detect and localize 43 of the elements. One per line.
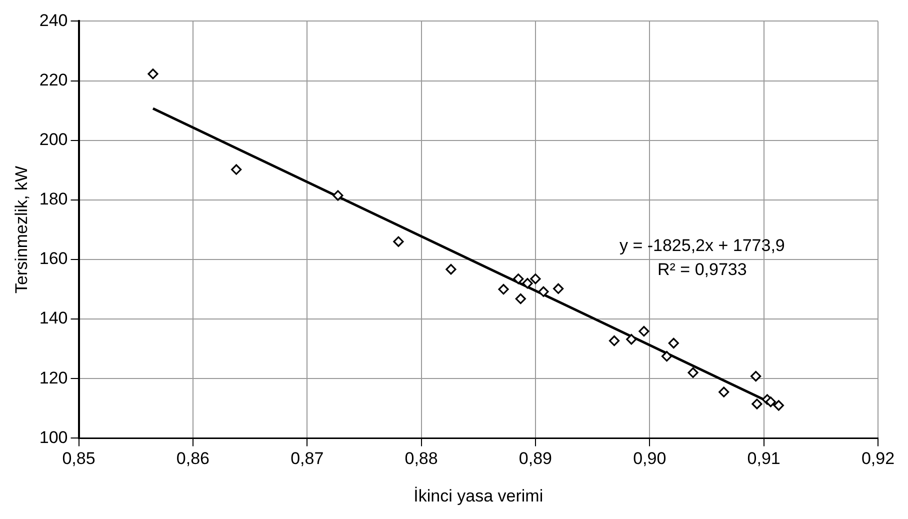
point bbox=[752, 398, 762, 410]
x-tick-label: 0,92 bbox=[861, 449, 895, 468]
y-tick-label: 140 bbox=[39, 308, 68, 328]
x-tick-label: 0,85 bbox=[62, 449, 96, 468]
y-axis-title: Tersinmezlik, kW bbox=[12, 166, 31, 294]
point bbox=[538, 286, 549, 297]
y-tick-label: 240 bbox=[39, 10, 68, 30]
annotation: y = -1825,2x + 1773,9 bbox=[619, 236, 785, 256]
point bbox=[773, 400, 784, 411]
y-tick-label: 100 bbox=[39, 428, 68, 447]
point bbox=[661, 350, 672, 362]
point bbox=[638, 326, 650, 337]
x-axis-title: İkinci yasa verimi bbox=[414, 486, 544, 506]
point bbox=[332, 190, 344, 201]
point bbox=[515, 294, 526, 304]
point bbox=[626, 334, 637, 345]
point bbox=[148, 68, 158, 80]
point bbox=[688, 367, 698, 378]
point bbox=[750, 370, 762, 382]
point bbox=[530, 274, 541, 284]
point bbox=[718, 386, 730, 398]
x-tick-label: 0,89 bbox=[518, 449, 552, 468]
point bbox=[498, 284, 509, 295]
y-tick-label: 120 bbox=[39, 368, 68, 388]
annotation: R² = 0,9733 bbox=[658, 260, 747, 280]
point bbox=[393, 236, 404, 247]
point bbox=[668, 338, 679, 348]
x-tick-label: 0,86 bbox=[176, 449, 210, 468]
point bbox=[231, 164, 242, 175]
y-tick-label: 160 bbox=[39, 249, 68, 268]
x-tick-label: 0,90 bbox=[633, 449, 666, 468]
point bbox=[522, 278, 533, 289]
y-tick-label: 220 bbox=[39, 70, 68, 90]
x-tick-label: 0,88 bbox=[404, 449, 438, 468]
y-tick-label: 200 bbox=[39, 130, 68, 150]
point bbox=[765, 396, 776, 408]
x-tick-label: 0,91 bbox=[747, 449, 780, 468]
point bbox=[553, 283, 564, 294]
point bbox=[513, 274, 524, 284]
y-tick-label: 180 bbox=[39, 190, 68, 209]
x-tick-label: 0,87 bbox=[290, 449, 324, 468]
point bbox=[446, 264, 456, 275]
point bbox=[608, 336, 620, 346]
